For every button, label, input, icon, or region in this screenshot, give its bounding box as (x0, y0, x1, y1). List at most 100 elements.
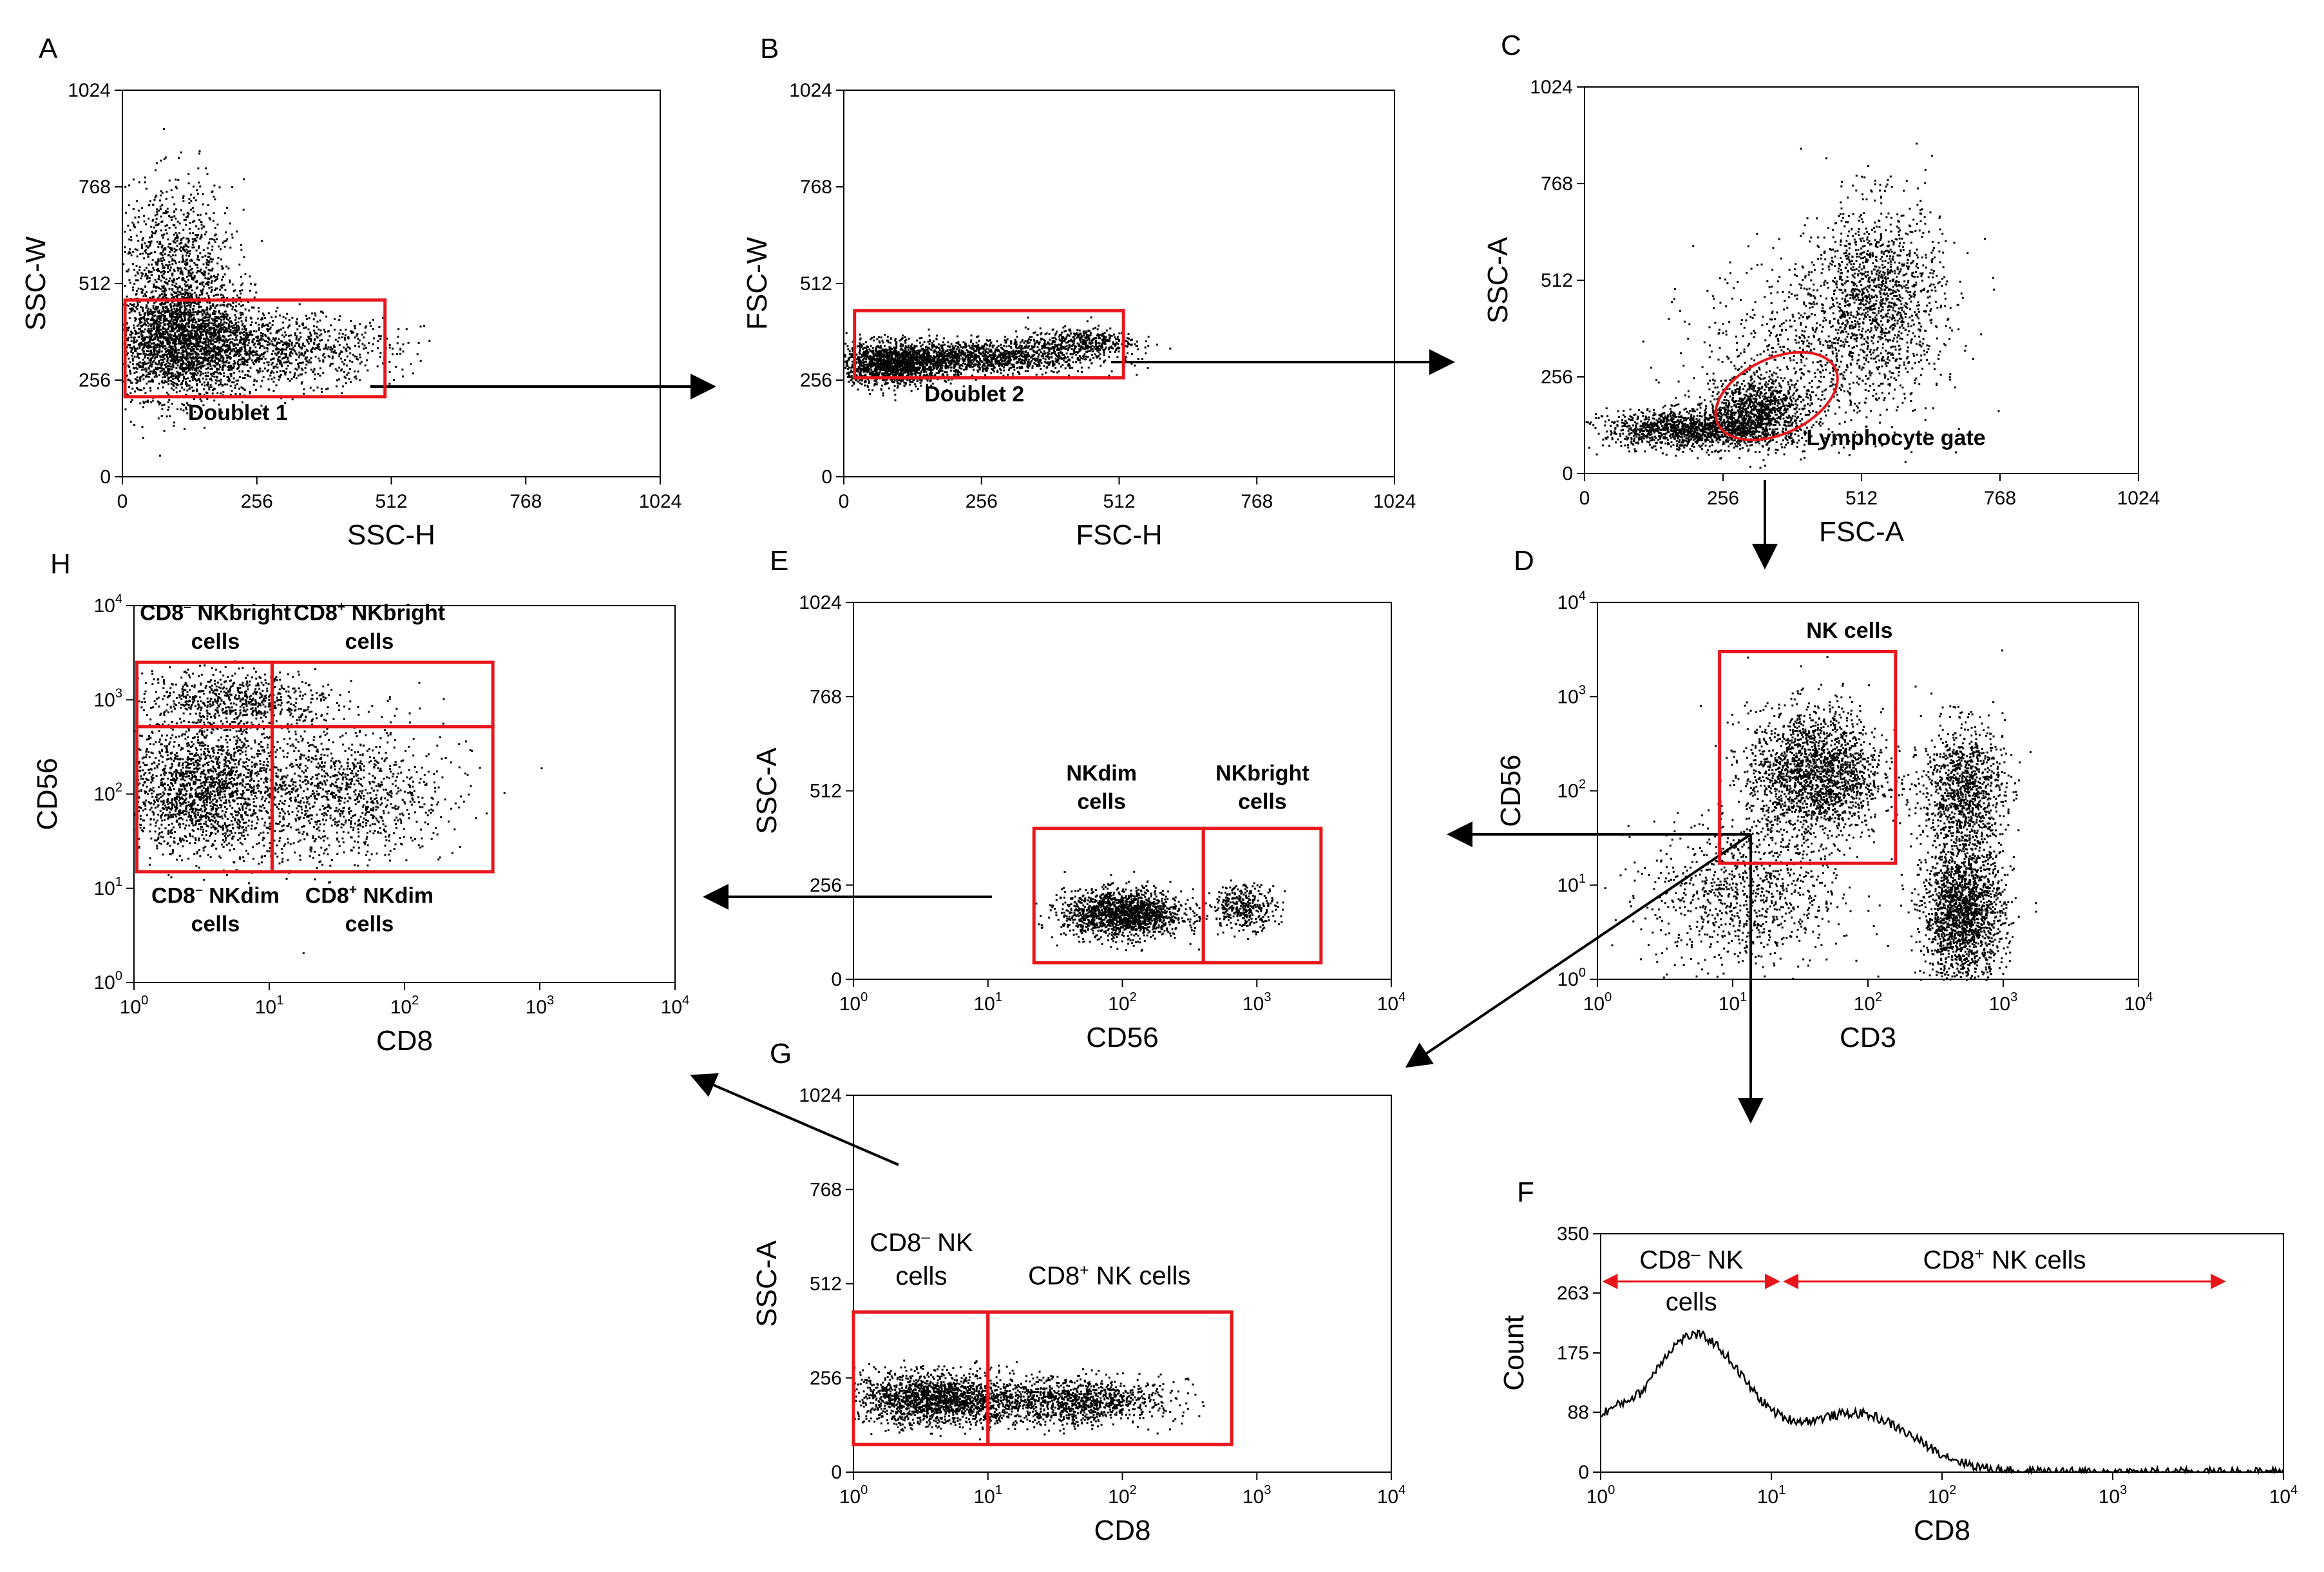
y-tick-label: 768 (1541, 173, 1573, 195)
gate-rect (986, 1310, 1233, 1446)
range-label: CD8+ NK cells (1923, 1244, 2086, 1274)
x-tick-label: 103 (2099, 1483, 2128, 1508)
y-tick-label: 256 (1541, 367, 1573, 388)
flow-arrow-d-to-g (1405, 833, 1752, 1068)
x-tick-label: 103 (1243, 1483, 1272, 1508)
gate-label-line2: cells (1077, 790, 1126, 814)
y-tick-label: 350 (1557, 1223, 1589, 1245)
y-tick-label: 768 (800, 177, 832, 198)
x-tick-label: 102 (1108, 1483, 1137, 1508)
y-tick-label: 104 (94, 592, 123, 617)
x-axis-label: CD56 (1086, 1022, 1159, 1053)
y-tick-label: 768 (810, 686, 842, 707)
gate-label: CD8+ NKdim (305, 882, 433, 908)
y-tick-label: 101 (94, 875, 123, 899)
x-tick-label: 256 (966, 491, 998, 512)
event-points (1604, 649, 2037, 981)
gate-rect (270, 660, 495, 729)
y-tick-label: 256 (810, 875, 842, 896)
panel-a: A 0 256 512 768 1024 0 256 512 768 1024 SSC-H SSC-W D… (20, 33, 681, 551)
panels: A 0 256 512 768 1024 0 256 512 768 1024 SSC-H SSC-W D… (20, 30, 2298, 1546)
y-axis-label: SSC-A (751, 747, 783, 834)
gate-label: CD8– NKbright (140, 600, 291, 626)
x-axis-label: CD8 (1094, 1515, 1150, 1546)
x-tick-label: 102 (1928, 1483, 1957, 1508)
x-tick-label: 103 (526, 993, 555, 1018)
y-tick-label: 0 (1562, 463, 1573, 484)
y-tick-label: 0 (831, 1462, 842, 1483)
range-label-line2: cells (1666, 1288, 1717, 1316)
event-points (1585, 142, 2000, 469)
x-tick-label: 0 (839, 491, 850, 512)
panel-label: G (770, 1038, 792, 1069)
y-tick-label: 0 (831, 969, 842, 990)
y-tick-label: 512 (810, 781, 842, 802)
flow-arrow-g-to-h (690, 1073, 899, 1166)
gate-label: NKdim (1066, 762, 1137, 786)
x-tick-label: 100 (839, 990, 868, 1015)
x-tick-label: 768 (1984, 488, 2016, 509)
panel-label: A (39, 33, 58, 64)
y-tick-label: 100 (1557, 966, 1586, 990)
gate-label: Doublet 2 (924, 382, 1024, 407)
y-tick-label: 1024 (789, 80, 832, 101)
gate-label-line2: cells (345, 912, 394, 937)
gate-label: Doublet 1 (188, 401, 288, 425)
y-tick-label: 768 (810, 1179, 842, 1200)
x-tick-label: 102 (1108, 990, 1137, 1015)
gate-label-line2: cells (191, 912, 240, 937)
histogram-line (1600, 1329, 2285, 1475)
x-tick-label: 104 (2124, 990, 2153, 1015)
panel-label: E (770, 545, 788, 577)
x-tick-label: 101 (1719, 990, 1748, 1015)
panel-g: G 100 101 102 103 104 0 256 512 768 1024 CD8 SSC-A CD… (751, 1038, 1405, 1546)
y-tick-label: 0 (100, 466, 111, 488)
y-tick-label: 100 (94, 969, 123, 993)
panel-label: F (1517, 1176, 1534, 1208)
y-tick-label: 512 (79, 273, 111, 294)
panel-h: H 100 101 102 103 104 100 101 102 103 104 CD8 CD56 CD… (32, 548, 689, 1057)
y-axis-label: FSC-W (741, 236, 773, 330)
y-tick-label: 256 (800, 370, 832, 391)
gate-label: NKbright (1215, 762, 1309, 786)
x-tick-label: 100 (1586, 1483, 1615, 1508)
y-axis-label: CD56 (32, 758, 63, 830)
panel-e: E 100 101 102 103 104 0 256 512 768 1024 CD56 SSC-A N… (751, 545, 1405, 1053)
x-tick-label: 103 (1989, 990, 2018, 1015)
x-tick-label: 256 (241, 491, 273, 512)
gate-label-line2: cells (1238, 790, 1287, 814)
x-axis-label: CD3 (1840, 1022, 1896, 1053)
plot-frame (843, 90, 1395, 477)
x-tick-label: 768 (510, 491, 542, 512)
event-points (1035, 870, 1286, 952)
gate-label: NK cells (1806, 618, 1892, 643)
x-tick-label: 101 (1757, 1483, 1786, 1508)
x-tick-label: 101 (255, 993, 284, 1018)
range-label: CD8– NK (1639, 1244, 1744, 1274)
y-tick-label: 175 (1557, 1343, 1589, 1364)
x-tick-label: 104 (1377, 1483, 1406, 1508)
gate-rect (123, 298, 387, 399)
event-points (844, 316, 1172, 401)
x-axis-label: SSC-H (347, 519, 435, 551)
y-tick-label: 104 (1557, 589, 1586, 613)
y-tick-label: 1024 (799, 1085, 842, 1106)
y-tick-label: 1024 (68, 80, 111, 101)
event-points (853, 1359, 1205, 1441)
panel-label: C (1501, 30, 1521, 61)
x-tick-label: 100 (120, 993, 149, 1018)
x-tick-label: 104 (2269, 1483, 2298, 1508)
gate-label: Lymphocyte gate (1806, 426, 1985, 450)
y-tick-label: 103 (1557, 683, 1586, 707)
gate-rect (1718, 649, 1898, 865)
x-tick-label: 103 (1243, 990, 1272, 1015)
y-tick-label: 263 (1557, 1283, 1589, 1304)
gate-ellipse (1714, 350, 1839, 441)
y-tick-label: 256 (810, 1368, 842, 1389)
x-axis-label: CD8 (376, 1025, 433, 1057)
panel-d: D 100 101 102 103 104 100 101 102 103 104 CD3 CD56 NK… (1495, 545, 2153, 1053)
y-tick-label: 102 (94, 781, 123, 805)
x-tick-label: 1024 (2117, 488, 2160, 509)
y-axis-label: CD56 (1495, 754, 1527, 827)
x-tick-label: 102 (1854, 990, 1883, 1015)
